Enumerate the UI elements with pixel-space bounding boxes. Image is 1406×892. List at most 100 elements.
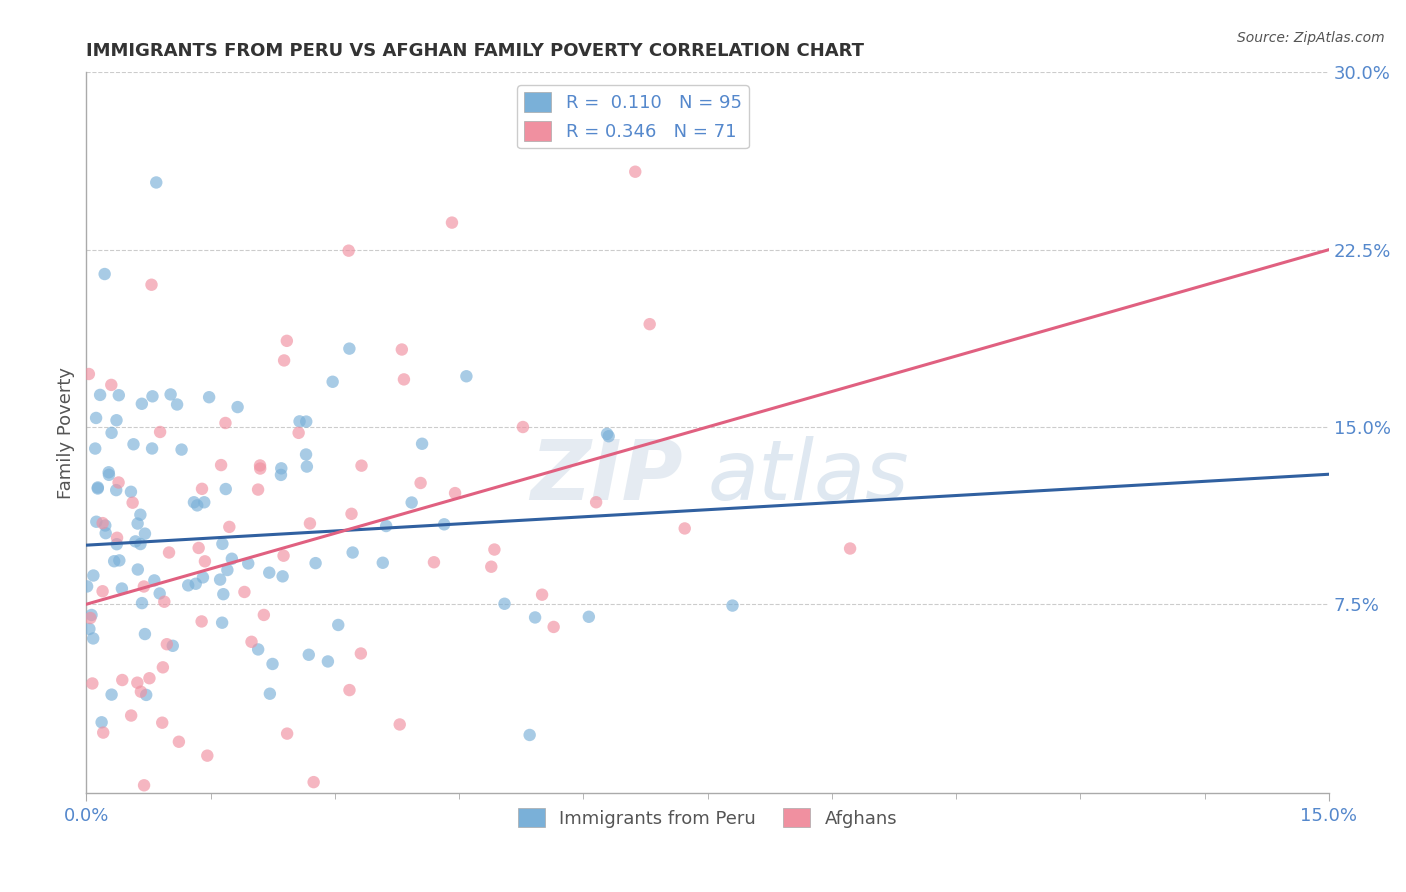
Point <box>479 559 502 574</box>
Point <box>624 165 647 179</box>
Point <box>543 620 565 634</box>
Point <box>149 425 172 439</box>
Point <box>186 499 208 513</box>
Point <box>156 637 179 651</box>
Point <box>215 482 238 496</box>
Point <box>375 519 398 533</box>
Point <box>585 495 607 509</box>
Point <box>217 563 239 577</box>
Point <box>159 387 181 401</box>
Point <box>193 495 215 509</box>
Point <box>162 639 184 653</box>
Point <box>238 557 260 571</box>
Point <box>100 378 122 392</box>
Point <box>141 442 163 456</box>
Point <box>288 414 311 428</box>
Point <box>262 657 284 671</box>
Point <box>194 554 217 568</box>
Point <box>214 416 236 430</box>
Point <box>524 610 547 624</box>
Point <box>247 642 270 657</box>
Point <box>578 609 600 624</box>
Point <box>211 537 233 551</box>
Point <box>271 569 294 583</box>
Point <box>105 531 128 545</box>
Point <box>131 596 153 610</box>
Point <box>596 426 619 441</box>
Point <box>531 588 554 602</box>
Point <box>494 597 516 611</box>
Point <box>191 482 214 496</box>
Point <box>108 553 131 567</box>
Point <box>392 372 415 386</box>
Point <box>249 458 271 473</box>
Point <box>198 390 221 404</box>
Text: IMMIGRANTS FROM PERU VS AFGHAN FAMILY POVERTY CORRELATION CHART: IMMIGRANTS FROM PERU VS AFGHAN FAMILY PO… <box>86 42 865 60</box>
Point <box>129 508 152 522</box>
Point <box>721 599 744 613</box>
Point <box>257 566 280 580</box>
Point <box>157 545 180 559</box>
Point <box>87 480 110 494</box>
Point <box>273 353 295 368</box>
Point <box>337 244 360 258</box>
Point <box>295 415 318 429</box>
Point <box>132 778 155 792</box>
Point <box>97 465 120 479</box>
Point <box>94 518 117 533</box>
Point <box>190 615 212 629</box>
Point <box>350 458 373 473</box>
Point <box>388 717 411 731</box>
Point <box>134 526 156 541</box>
Point <box>287 425 309 440</box>
Point <box>91 584 114 599</box>
Point <box>129 684 152 698</box>
Point <box>170 442 193 457</box>
Text: Source: ZipAtlas.com: Source: ZipAtlas.com <box>1237 31 1385 45</box>
Point <box>127 516 149 531</box>
Point <box>120 708 142 723</box>
Point <box>270 467 292 482</box>
Point <box>339 683 361 698</box>
Point <box>87 482 110 496</box>
Point <box>276 726 298 740</box>
Point <box>131 397 153 411</box>
Point <box>80 607 103 622</box>
Point <box>350 647 373 661</box>
Point <box>153 595 176 609</box>
Text: atlas: atlas <box>707 435 910 516</box>
Point <box>276 334 298 348</box>
Point <box>94 526 117 541</box>
Point <box>150 715 173 730</box>
Point <box>409 475 432 490</box>
Point <box>111 673 134 687</box>
Point <box>195 748 218 763</box>
Point <box>298 516 321 531</box>
Point <box>138 671 160 685</box>
Point <box>167 735 190 749</box>
Point <box>152 660 174 674</box>
Point <box>295 459 318 474</box>
Point <box>411 436 433 450</box>
Point <box>401 495 423 509</box>
Point <box>484 542 506 557</box>
Point <box>129 537 152 551</box>
Point <box>86 515 108 529</box>
Point <box>100 688 122 702</box>
Point <box>111 582 134 596</box>
Point <box>247 483 270 497</box>
Point <box>122 437 145 451</box>
Point <box>82 632 104 646</box>
Point <box>233 585 256 599</box>
Point <box>211 615 233 630</box>
Point <box>270 461 292 475</box>
Point <box>108 819 131 833</box>
Point <box>183 495 205 509</box>
Point <box>97 467 120 482</box>
Point <box>149 586 172 600</box>
Point <box>82 676 104 690</box>
Point <box>105 537 128 551</box>
Point <box>253 607 276 622</box>
Point <box>249 461 271 475</box>
Point <box>340 507 363 521</box>
